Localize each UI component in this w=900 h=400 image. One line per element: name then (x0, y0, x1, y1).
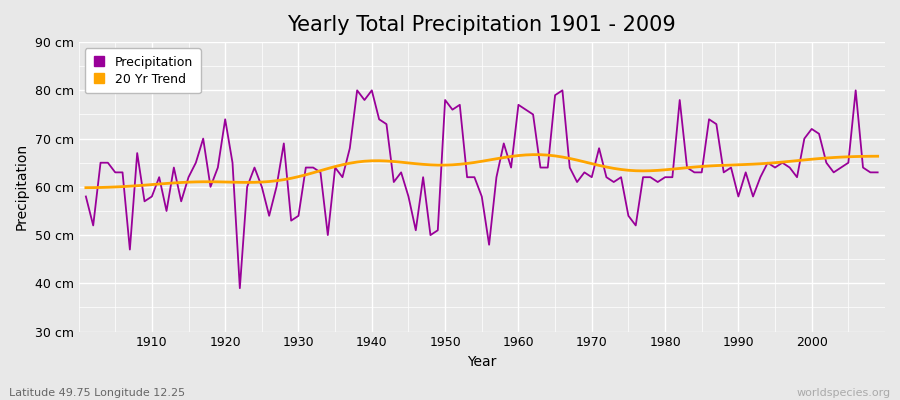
Precipitation (352, 88, 363, 93)
Line: Precipitation: Precipitation (86, 90, 878, 288)
20 Yr Trend (301, 172, 311, 177)
Precipitation (872, 170, 883, 175)
Precipitation (616, 175, 626, 180)
Text: Latitude 49.75 Longitude 12.25: Latitude 49.75 Longitude 12.25 (9, 388, 185, 398)
Precipitation (80, 194, 91, 199)
20 Yr Trend (140, 183, 150, 188)
20 Yr Trend (872, 154, 883, 159)
20 Yr Trend (527, 152, 538, 157)
X-axis label: Year: Year (467, 355, 497, 369)
Precipitation (527, 112, 538, 117)
Legend: Precipitation, 20 Yr Trend: Precipitation, 20 Yr Trend (85, 48, 201, 93)
Text: worldspecies.org: worldspecies.org (796, 388, 891, 398)
20 Yr Trend (506, 154, 517, 159)
Precipitation (140, 199, 150, 204)
Precipitation (308, 165, 319, 170)
20 Yr Trend (608, 166, 619, 171)
Line: 20 Yr Trend: 20 Yr Trend (86, 155, 878, 188)
20 Yr Trend (513, 153, 524, 158)
Title: Yearly Total Precipitation 1901 - 2009: Yearly Total Precipitation 1901 - 2009 (287, 15, 676, 35)
Precipitation (520, 107, 531, 112)
20 Yr Trend (80, 185, 91, 190)
Y-axis label: Precipitation: Precipitation (15, 143, 29, 230)
Precipitation (359, 98, 370, 102)
Precipitation (234, 286, 245, 290)
20 Yr Trend (345, 161, 356, 166)
